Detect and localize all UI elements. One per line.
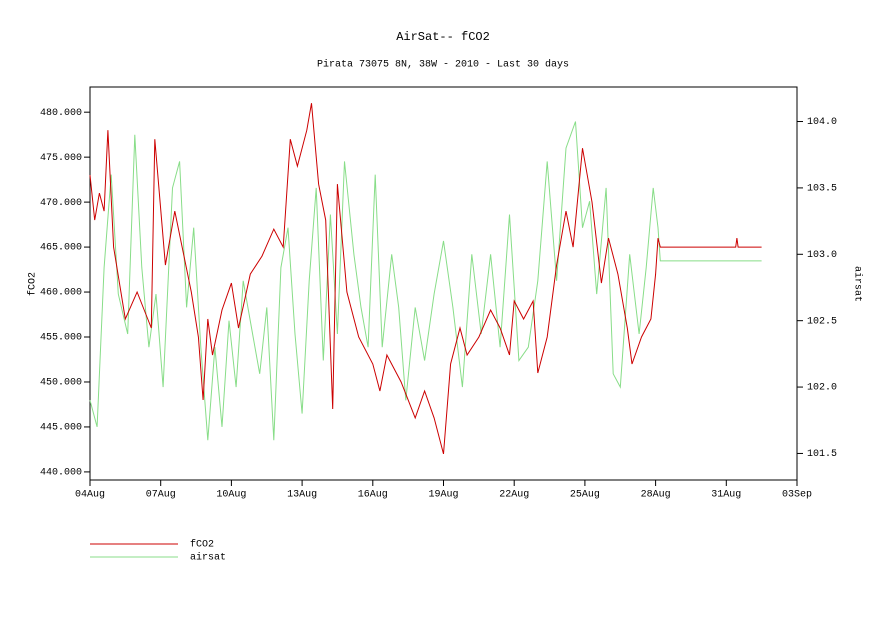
y2-tick-label: 103.5 [807,184,837,195]
x-tick-label: 16Aug [358,490,388,501]
y2-tick-label: 102.5 [807,316,837,327]
y2-axis-label: airsat [851,266,863,302]
legend-label: airsat [190,552,226,564]
chart-title: AirSat-- fCO2 [396,30,490,44]
chart-subtitle: Pirata 73075 8N, 38W - 2010 - Last 30 da… [317,59,569,71]
x-tick-label: 07Aug [146,490,176,501]
y2-tick-label: 102.0 [807,383,837,394]
x-tick-label: 28Aug [641,490,671,501]
x-tick-label: 22Aug [499,490,529,501]
y-tick-label: 445.000 [40,423,82,434]
x-tick-label: 13Aug [287,490,317,501]
y-tick-label: 460.000 [40,288,82,299]
series-line [89,103,762,455]
y-tick-label: 440.000 [40,468,82,479]
x-tick-label: 31Aug [711,490,741,501]
x-tick-label: 04Aug [75,490,105,501]
y-tick-label: 465.000 [40,243,82,254]
legend-label: fCO2 [190,539,214,551]
y-tick-label: 470.000 [40,198,82,209]
x-tick-label: 03Sep [782,490,812,501]
plot-frame [89,86,798,481]
y2-tick-label: 101.5 [807,449,837,460]
y-tick-label: 450.000 [40,378,82,389]
x-tick-label: 25Aug [570,490,600,501]
y2-tick-label: 104.0 [807,117,837,128]
x-tick-label: 19Aug [428,490,458,501]
y2-tick-label: 103.0 [807,250,837,261]
y-tick-label: 480.000 [40,108,82,119]
x-tick-label: 10Aug [216,490,246,501]
y-axis-label: fCO2 [27,272,39,296]
y-tick-label: 455.000 [40,333,82,344]
y-tick-label: 475.000 [40,153,82,164]
series-line [89,121,762,441]
